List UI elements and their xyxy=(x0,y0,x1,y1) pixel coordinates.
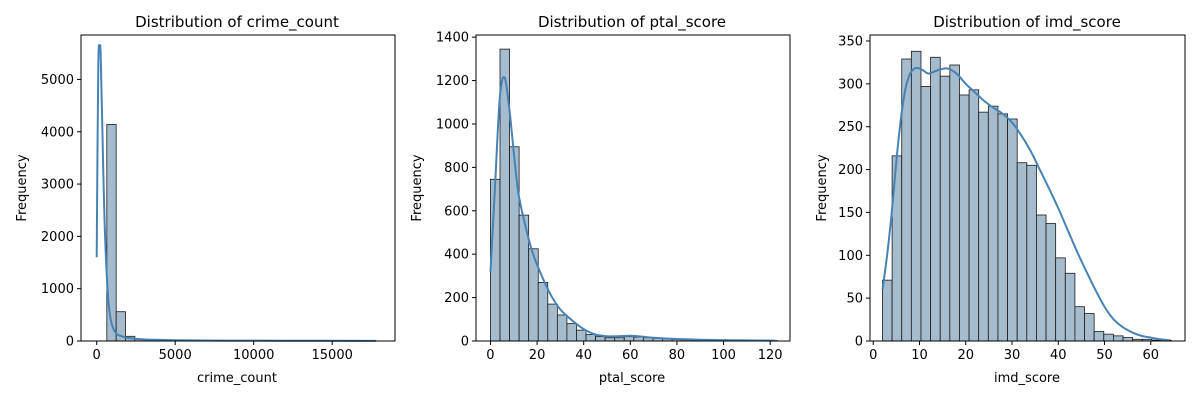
histogram-bar xyxy=(556,314,568,342)
plot-area: 0 5000 10000 15000 0 1000 2000 3000 4000 5000 xyxy=(41,34,396,363)
histogram-bar xyxy=(920,86,931,342)
y-tick-label: 400 xyxy=(444,248,469,263)
histogram-bar xyxy=(1084,313,1095,342)
histogram-bar xyxy=(997,113,1008,342)
axes-frame xyxy=(475,34,791,342)
chart-title: Distribution of imd_score xyxy=(933,13,1121,32)
x-axis-label: crime_count xyxy=(197,371,277,386)
histogram-bar xyxy=(1064,272,1076,342)
y-tick-label: 50 xyxy=(846,292,863,307)
x-tick-label: 60 xyxy=(622,348,639,363)
histogram-bar xyxy=(959,94,970,342)
x-tick-label: 40 xyxy=(575,348,592,363)
y-tick-label: 5000 xyxy=(41,73,74,88)
x-tick-label: 100 xyxy=(711,348,736,363)
axes-frame xyxy=(80,34,396,342)
histogram-bar xyxy=(968,89,980,342)
x-tick-label: 20 xyxy=(529,348,546,363)
y-tick-label: 1200 xyxy=(436,74,469,89)
plot-area: 0 10 20 30 40 50 60 0 50 100 150 200 250 300 350 xyxy=(838,34,1186,363)
y-tick-label: 3000 xyxy=(41,178,74,193)
kde-line xyxy=(489,76,775,342)
y-axis-label: Frequency xyxy=(410,154,425,221)
y-tick-label: 150 xyxy=(838,206,863,221)
x-axis-label: imd_score xyxy=(994,371,1060,386)
y-tick-label: 800 xyxy=(444,161,469,176)
histogram-bars xyxy=(490,48,778,342)
chart-panel-crime-count: Distribution of crime_count 0 5000 10000 15… xyxy=(15,13,396,386)
y-tick-label: 2000 xyxy=(41,230,74,245)
x-tick-label: 10000 xyxy=(233,348,274,363)
chart-title: Distribution of crime_count xyxy=(135,13,339,32)
histogram-bar xyxy=(1055,257,1066,342)
histogram-bar xyxy=(1007,118,1018,342)
x-tick-label: 10 xyxy=(911,348,928,363)
x-tick-label: 40 xyxy=(1050,348,1067,363)
histogram-bar xyxy=(987,105,999,342)
kde-line xyxy=(881,66,1170,342)
histogram-bar xyxy=(1093,331,1105,342)
y-tick-label: 100 xyxy=(838,249,863,264)
histogram-bar xyxy=(1045,223,1057,342)
x-tick-label: 0 xyxy=(486,348,494,363)
histogram-bar xyxy=(978,111,989,342)
histogram-bar xyxy=(1074,306,1085,342)
histogram-bar xyxy=(1122,337,1134,342)
chart-title: Distribution of ptal_score xyxy=(538,13,726,32)
x-tick-label: 50 xyxy=(1096,348,1113,363)
x-tick-label: 0 xyxy=(869,348,877,363)
histogram-bar xyxy=(509,146,520,342)
histogram-bar xyxy=(1103,333,1114,342)
axes-frame xyxy=(869,34,1186,342)
y-tick-label: 0 xyxy=(461,335,469,350)
histogram-bar xyxy=(566,323,577,342)
histogram-bars xyxy=(882,50,1172,342)
y-tick-label: 200 xyxy=(838,163,863,178)
x-tick-label: 5000 xyxy=(159,348,192,363)
y-tick-label: 1000 xyxy=(41,282,74,297)
histogram-bars xyxy=(97,124,379,342)
histogram-bar xyxy=(939,75,951,342)
histogram-bar xyxy=(882,279,893,342)
y-tick-label: 0 xyxy=(855,335,863,350)
histogram-bar xyxy=(623,336,635,342)
y-tick-label: 350 xyxy=(838,35,863,50)
histogram-bar xyxy=(910,50,922,342)
histogram-bar xyxy=(595,336,606,342)
chart-panel-imd-score: Distribution of imd_score 0 10 20 30 40 50 600… xyxy=(815,13,1186,386)
histogram-bar xyxy=(633,336,644,342)
histogram-bar xyxy=(576,329,587,342)
y-tick-label: 600 xyxy=(444,204,469,219)
x-tick-label: 0 xyxy=(93,348,101,363)
y-axis-label: Frequency xyxy=(15,154,30,221)
histogram-bar xyxy=(1112,335,1124,342)
y-axis-label: Frequency xyxy=(815,154,830,221)
histogram-bar xyxy=(537,282,549,342)
x-tick-label: 15000 xyxy=(312,348,353,363)
x-tick-label: 120 xyxy=(758,348,783,363)
x-tick-label: 60 xyxy=(1142,348,1159,363)
histogram-bar xyxy=(1026,164,1037,342)
x-tick-label: 80 xyxy=(669,348,686,363)
histogram-bar xyxy=(547,303,558,342)
histogram-bar xyxy=(949,64,960,342)
y-tick-label: 0 xyxy=(66,335,74,350)
kde-line xyxy=(95,43,377,342)
y-tick-label: 250 xyxy=(838,120,863,135)
y-tick-label: 300 xyxy=(838,77,863,92)
x-tick-label: 20 xyxy=(957,348,974,363)
x-tick-label: 30 xyxy=(1004,348,1021,363)
y-tick-label: 200 xyxy=(444,291,469,306)
histogram-bar xyxy=(1036,214,1047,342)
y-tick-label: 1000 xyxy=(436,117,469,132)
chart-panel-ptal-score: Distribution of ptal_score 0 20 40 60 80 100 1… xyxy=(410,13,791,386)
histogram-bar xyxy=(585,334,596,342)
histogram-bar xyxy=(1016,162,1028,342)
x-axis-label: ptal_score xyxy=(599,371,665,386)
histogram-bar xyxy=(930,56,941,342)
y-tick-label: 1400 xyxy=(436,31,469,46)
y-tick-label: 4000 xyxy=(41,125,74,140)
